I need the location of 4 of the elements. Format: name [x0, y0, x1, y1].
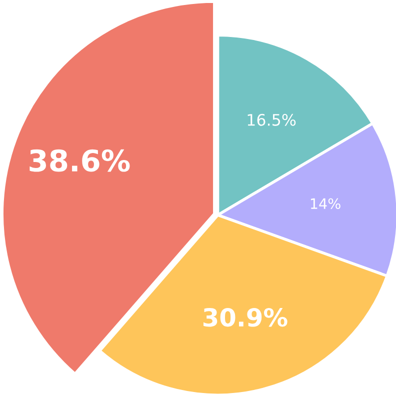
- data-label: 30.9%: [204, 308, 288, 327]
- data-label: 14%: [310, 198, 340, 210]
- data-label: 16.5%: [248, 114, 296, 126]
- data-label: 38.6%: [30, 149, 130, 172]
